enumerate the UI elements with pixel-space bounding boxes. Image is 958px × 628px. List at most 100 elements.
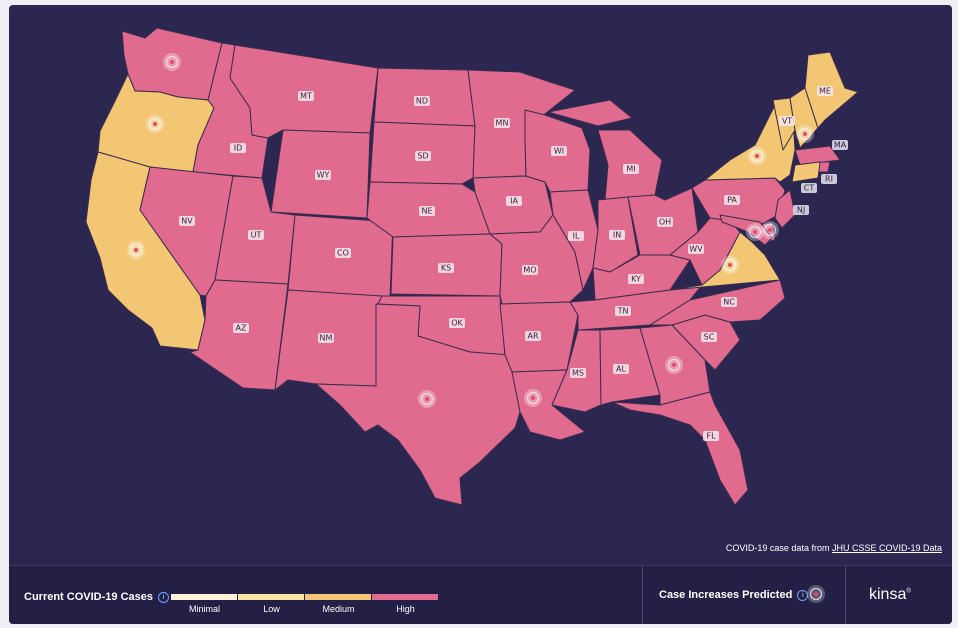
predicted-increase-marker-icon xyxy=(807,585,825,603)
svg-text:NC: NC xyxy=(723,298,735,307)
state-label-il: IL xyxy=(568,231,584,241)
svg-text:VT: VT xyxy=(782,117,792,126)
predicted-increase-marker-icon[interactable] xyxy=(665,356,683,374)
predicted-increase-marker-icon[interactable] xyxy=(721,256,739,274)
predicted-increase-marker-icon[interactable] xyxy=(761,221,779,239)
predicted-increase-marker-icon[interactable] xyxy=(796,125,814,143)
svg-text:UT: UT xyxy=(251,231,262,240)
state-label-al: AL xyxy=(613,364,629,374)
state-label-sc: SC xyxy=(701,332,717,342)
predicted-increase-marker-icon[interactable] xyxy=(127,241,145,259)
svg-text:CT: CT xyxy=(804,184,815,193)
svg-text:AR: AR xyxy=(527,332,538,341)
predicted-increase-marker-icon[interactable] xyxy=(746,223,764,241)
predicted-increase-marker-icon[interactable] xyxy=(418,390,436,408)
predicted-increase-marker-icon[interactable] xyxy=(146,115,164,133)
info-icon[interactable]: i xyxy=(797,589,809,601)
state-fl[interactable] xyxy=(611,391,749,506)
state-label-id: ID xyxy=(230,143,246,153)
svg-text:NV: NV xyxy=(181,217,193,226)
svg-text:MN: MN xyxy=(496,119,509,128)
info-icon[interactable]: i xyxy=(158,591,169,603)
svg-text:RI: RI xyxy=(825,175,833,184)
legend-title: Current COVID-19 Cases xyxy=(24,591,153,603)
svg-text:MI: MI xyxy=(626,165,635,174)
state-al[interactable] xyxy=(599,327,661,406)
svg-text:IN: IN xyxy=(613,231,621,240)
state-label-ne: NE xyxy=(419,206,435,216)
state-ct[interactable] xyxy=(791,161,821,183)
state-md[interactable] xyxy=(719,214,773,246)
footer-divider xyxy=(642,566,643,624)
svg-text:PA: PA xyxy=(727,196,737,205)
state-nc[interactable] xyxy=(649,279,786,326)
data-source-note: COVID-19 case data from JHU CSSE COVID-1… xyxy=(726,543,942,553)
svg-text:KS: KS xyxy=(441,264,451,273)
svg-text:TN: TN xyxy=(617,307,629,316)
case-level-scale: Minimal Low Medium High xyxy=(171,594,439,614)
scale-label-high: High xyxy=(396,604,415,614)
logo-text: kinsa xyxy=(869,586,907,603)
state-label-in: IN xyxy=(609,230,625,240)
scale-segment-low xyxy=(238,594,304,600)
state-label-fl: FL xyxy=(703,431,719,441)
scale-label-low: Low xyxy=(263,604,280,614)
state-az[interactable] xyxy=(189,279,289,391)
state-tx[interactable] xyxy=(315,303,521,506)
state-ma[interactable] xyxy=(794,145,841,166)
scale-segment-medium xyxy=(305,594,371,600)
footer-divider xyxy=(845,566,846,624)
svg-text:MS: MS xyxy=(572,369,584,378)
state-label-co: CO xyxy=(335,248,351,258)
scale-label-medium: Medium xyxy=(322,604,355,614)
svg-text:NM: NM xyxy=(320,334,333,343)
legend-title-group: Current COVID-19 Cases i xyxy=(24,591,169,603)
svg-text:WV: WV xyxy=(689,245,703,254)
predicted-increase-marker-icon[interactable] xyxy=(524,389,542,407)
svg-text:ID: ID xyxy=(234,144,243,153)
jhu-data-link[interactable]: JHU CSSE COVID-19 Data xyxy=(831,543,942,553)
kinsa-logo[interactable]: kinsa® xyxy=(869,586,911,604)
state-label-mo: MO xyxy=(522,265,538,275)
predicted-title-group: Case Increases Predicted i xyxy=(659,589,809,601)
svg-text:CO: CO xyxy=(337,249,349,258)
svg-text:ND: ND xyxy=(416,97,428,106)
state-nj[interactable] xyxy=(774,189,796,229)
state-label-oh: OH xyxy=(657,217,673,227)
svg-text:IL: IL xyxy=(573,232,580,241)
state-label-ok: OK xyxy=(449,318,465,328)
logo-trademark: ® xyxy=(906,588,911,595)
state-label-nv: NV xyxy=(179,216,195,226)
state-label-wi: WI xyxy=(551,146,567,156)
state-label-wy: WY xyxy=(315,170,331,180)
predicted-increase-marker-icon[interactable] xyxy=(748,147,766,165)
svg-text:IA: IA xyxy=(510,197,518,206)
state-mo[interactable] xyxy=(489,214,584,305)
scale-label-minimal: Minimal xyxy=(188,604,220,614)
state-label-ms: MS xyxy=(570,368,586,378)
state-label-nm: NM xyxy=(318,333,334,343)
predicted-title: Case Increases Predicted xyxy=(659,589,793,601)
svg-text:NE: NE xyxy=(421,207,432,216)
svg-text:FL: FL xyxy=(706,432,716,441)
svg-text:OK: OK xyxy=(451,319,463,328)
svg-text:MT: MT xyxy=(300,92,312,101)
state-label-ma: MA xyxy=(832,140,848,150)
svg-text:OH: OH xyxy=(659,218,671,227)
scale-segment-minimal xyxy=(171,594,237,600)
svg-text:SD: SD xyxy=(417,152,428,161)
state-label-ut: UT xyxy=(248,230,264,240)
state-label-ri: RI xyxy=(821,174,837,184)
svg-text:WY: WY xyxy=(317,171,330,180)
state-label-mn: MN xyxy=(494,118,510,128)
state-wv[interactable] xyxy=(669,211,741,286)
us-choropleth-map[interactable]: ID NV MT WY UT AZ CO NM ND SD NE KS OK MN IA MO AR WI IL MI… xyxy=(9,5,952,565)
svg-text:MA: MA xyxy=(834,141,847,150)
state-label-az: AZ xyxy=(233,323,249,333)
svg-text:ME: ME xyxy=(819,87,831,96)
state-label-vt: VT xyxy=(779,116,795,126)
svg-text:AL: AL xyxy=(616,365,626,374)
predicted-increase-marker-icon[interactable] xyxy=(163,53,181,71)
state-label-ct: CT xyxy=(801,183,817,193)
state-label-nd: ND xyxy=(414,96,430,106)
